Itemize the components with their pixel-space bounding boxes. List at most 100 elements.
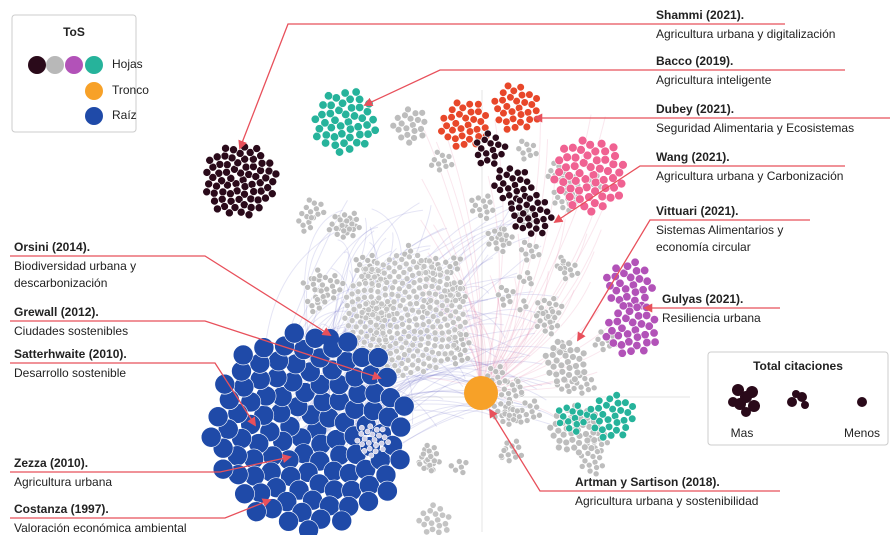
grey-node: [432, 364, 440, 371]
dark-node: [267, 189, 277, 198]
grey-node: [336, 286, 344, 294]
grey-node: [339, 233, 347, 241]
grey-node: [518, 137, 526, 145]
grey-node: [544, 313, 552, 320]
callout-arrow: [489, 408, 780, 492]
pink-node: [568, 143, 578, 153]
dark-node: [252, 144, 262, 153]
red-node: [525, 90, 534, 99]
grey-node: [477, 212, 484, 219]
teal-node: [314, 124, 324, 134]
grey-node: [536, 317, 544, 325]
dark-node: [222, 167, 231, 177]
dark-node: [473, 138, 482, 147]
blue-node: [367, 347, 389, 368]
grey-node: [569, 353, 577, 361]
pink-node: [558, 177, 568, 187]
dark-node: [508, 174, 517, 183]
grey-node: [565, 260, 572, 268]
pink-node: [565, 192, 575, 202]
red-node: [460, 140, 469, 149]
dark-node: [265, 158, 275, 168]
grey-node: [516, 273, 523, 281]
pink-node: [576, 145, 586, 155]
grey-node: [422, 269, 430, 276]
grey-node: [413, 300, 420, 307]
grey-node: [521, 399, 529, 407]
teal-node: [621, 398, 630, 407]
grey-node: [426, 362, 434, 370]
grey-node: [572, 362, 580, 370]
grey-node: [378, 300, 385, 308]
teal-node: [357, 113, 367, 123]
grey-node: [554, 194, 561, 201]
grey-node: [386, 342, 394, 350]
grey-node: [556, 348, 564, 356]
dark-node: [214, 168, 224, 178]
red-node: [502, 102, 511, 111]
grey-node: [581, 443, 589, 451]
pink-node: [559, 144, 569, 154]
grey-node: [385, 312, 393, 319]
grey-node: [575, 448, 583, 457]
grey-node: [437, 357, 445, 365]
grey-node: [420, 263, 428, 270]
teal-node: [628, 414, 637, 423]
grey-node: [455, 291, 462, 299]
grey-node: [575, 439, 583, 447]
grey-node: [539, 310, 547, 317]
grey-node: [505, 240, 513, 247]
red-node: [465, 127, 475, 136]
grey-node: [328, 220, 336, 228]
grey-node: [523, 141, 531, 148]
grey-node: [373, 329, 380, 336]
teal-node: [559, 412, 568, 421]
grey-node: [394, 114, 402, 122]
dark-node: [547, 213, 556, 222]
purple-node: [647, 283, 657, 293]
dark-node: [213, 204, 222, 214]
grey-node: [386, 273, 394, 281]
dark-node: [519, 209, 528, 218]
teal-node: [579, 418, 588, 427]
dark-node: [507, 204, 516, 213]
dark-node: [511, 222, 520, 231]
purple-node: [617, 348, 627, 358]
dark-node: [480, 135, 489, 144]
pink-node: [592, 155, 602, 166]
grey-node: [353, 266, 361, 274]
grey-node: [574, 270, 582, 277]
grey-node: [441, 350, 449, 358]
grey-node: [353, 216, 360, 223]
purple-node: [613, 331, 623, 341]
grey-node: [598, 441, 605, 448]
grey-node: [350, 305, 358, 313]
grey-node: [396, 302, 404, 310]
grey-node: [418, 109, 426, 117]
red-node: [451, 142, 461, 151]
pink-node: [555, 185, 566, 195]
grey-node: [496, 379, 503, 386]
grey-node: [419, 314, 426, 321]
grey-node: [449, 285, 457, 293]
dark-node: [244, 210, 254, 220]
purple-node: [644, 321, 654, 331]
grey-node: [309, 308, 317, 315]
grey-node: [492, 368, 500, 375]
grey-node: [591, 341, 599, 349]
teal-node: [598, 433, 608, 442]
red-node: [522, 122, 531, 131]
grey-node: [405, 138, 413, 147]
pink-node: [608, 159, 619, 169]
grey-node: [450, 319, 457, 326]
grey-node: [505, 420, 513, 428]
grey-node: [459, 469, 467, 476]
dark-node: [505, 191, 514, 200]
grey-node: [361, 323, 369, 331]
dark-node: [223, 180, 232, 190]
callout-arrow: [363, 69, 845, 107]
dark-node: [512, 187, 521, 196]
red-node: [498, 96, 507, 105]
grey-node: [399, 279, 406, 287]
dark-node: [519, 185, 528, 194]
